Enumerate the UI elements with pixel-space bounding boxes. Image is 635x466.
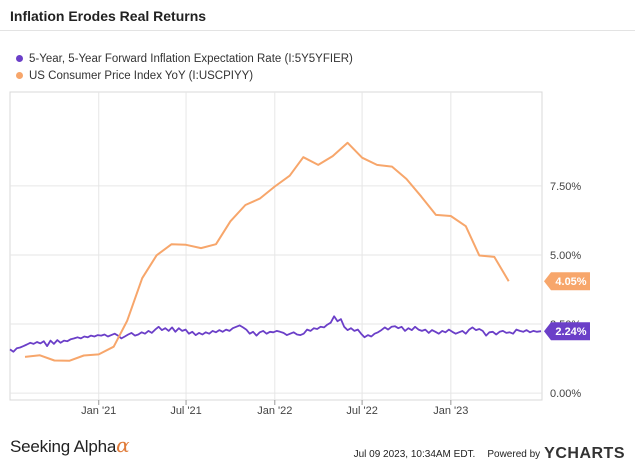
legend-marker-cpi <box>16 72 23 79</box>
alpha-symbol: α <box>116 433 130 457</box>
value-badge-5y5y <box>544 322 590 341</box>
legend-item-cpi[interactable]: US Consumer Price Index YoY (I:USCPIYY) <box>16 67 353 84</box>
plot-area <box>9 91 543 401</box>
timestamp: Jul 09 2023, 10:34AM EDT. <box>353 448 476 460</box>
y-tick-label: 0.00% <box>550 388 581 400</box>
x-tick-label: Jan '21 <box>81 405 116 417</box>
footer-meta: Jul 09 2023, 10:34AM EDT. Powered by YCH… <box>354 445 625 463</box>
brand-name: Seeking Alpha <box>10 437 117 456</box>
x-tick-label: Jul '22 <box>346 405 377 417</box>
series-line-5y5y <box>9 315 542 353</box>
x-tick-label: Jan '22 <box>257 405 292 417</box>
x-tick-label: Jan '23 <box>433 405 468 417</box>
value-badge-cpi <box>544 272 590 291</box>
chart-title: Inflation Erodes Real Returns <box>10 8 207 24</box>
x-tick-label: Jul '21 <box>170 405 201 417</box>
legend-label-cpi: US Consumer Price Index YoY (I:USCPIYY) <box>29 69 254 82</box>
legend-marker-5y5y <box>16 55 23 62</box>
seeking-alpha-logo: Seeking Alphaα <box>10 433 130 457</box>
value-label-cpi: 4.05% <box>555 276 586 288</box>
legend-label-5y5y: 5-Year, 5-Year Forward Inflation Expecta… <box>29 52 353 65</box>
header-divider <box>0 30 635 31</box>
y-tick-label: 5.00% <box>550 250 581 262</box>
value-label-5y5y: 2.24% <box>555 326 586 338</box>
legend-item-5y5y[interactable]: 5-Year, 5-Year Forward Inflation Expecta… <box>16 50 353 67</box>
y-tick-label: 7.50% <box>550 181 581 193</box>
series-line-cpi <box>24 141 510 362</box>
powered-by-label: Powered by <box>487 448 541 460</box>
ycharts-logo[interactable]: YCHARTS <box>544 445 625 462</box>
legend: 5-Year, 5-Year Forward Inflation Expecta… <box>16 50 353 84</box>
